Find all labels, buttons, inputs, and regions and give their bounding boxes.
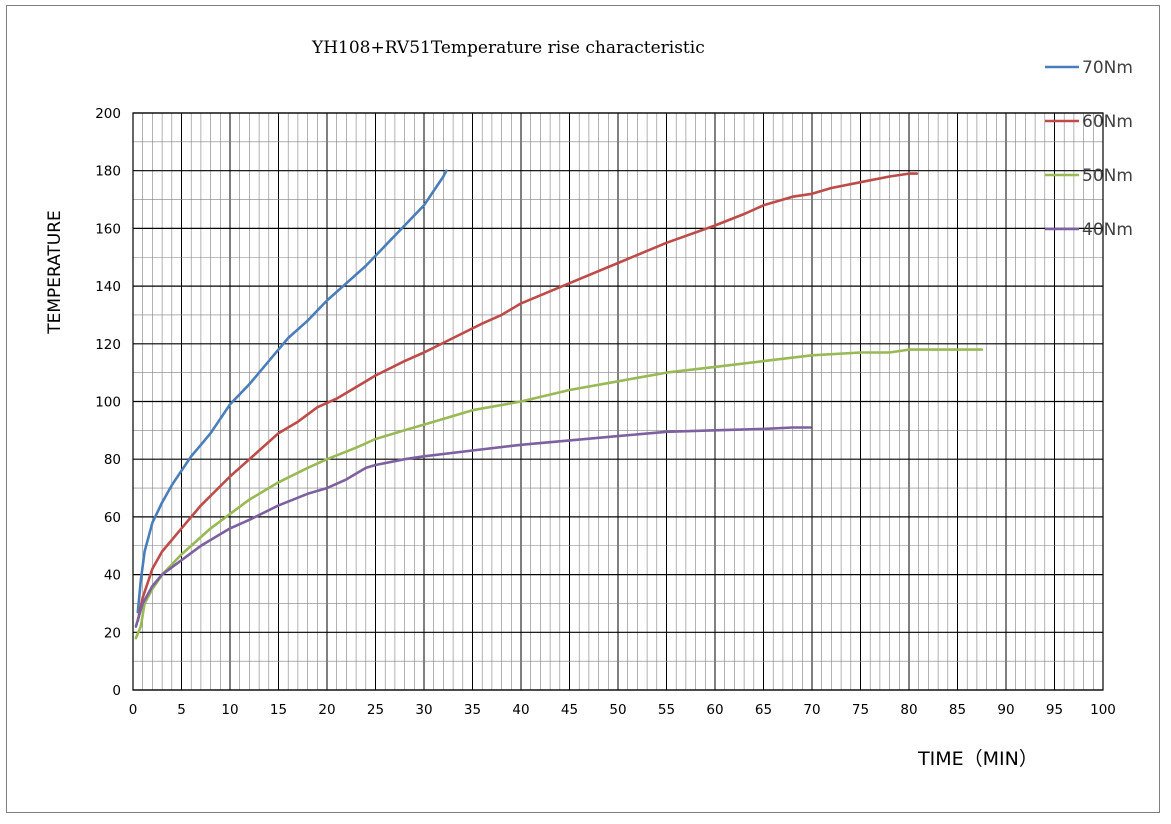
y-tick-label: 0	[112, 683, 121, 699]
x-tick-label: 10	[221, 702, 238, 718]
series-line-60Nm	[136, 172, 919, 623]
x-tick-label: 85	[949, 702, 966, 718]
y-tick-label: 20	[104, 625, 121, 641]
x-tick-label: 30	[415, 702, 432, 718]
series-line-70Nm	[136, 169, 448, 614]
legend-label: 40Nm	[1082, 220, 1133, 240]
axes	[132, 112, 1104, 691]
series-line-40Nm	[134, 426, 812, 628]
x-tick-label: 25	[367, 702, 384, 718]
x-tick-label: 100	[1090, 702, 1116, 718]
x-tick-label: 50	[609, 702, 626, 718]
legend-label: 50Nm	[1082, 166, 1133, 186]
y-tick-label: 40	[104, 568, 121, 584]
plot-border	[132, 112, 1104, 691]
chart-frame	[6, 5, 1160, 813]
x-tick-label: 70	[803, 702, 820, 718]
x-tick-label: 95	[1046, 702, 1063, 718]
x-tick-label: 80	[900, 702, 917, 718]
x-tick-label: 90	[997, 702, 1014, 718]
x-tick-label: 75	[852, 702, 869, 718]
y-tick-label: 60	[104, 510, 121, 526]
x-axis-label: TIME（MIN）	[918, 748, 1038, 770]
x-tick-label: 65	[755, 702, 772, 718]
series-line-50Nm	[134, 348, 984, 640]
x-tick-label: 15	[270, 702, 287, 718]
y-tick-label: 80	[104, 452, 121, 468]
y-tick-label: 140	[95, 279, 121, 295]
legend: 70Nm 60Nm 50Nm 40Nm	[1045, 58, 1133, 240]
y-tick-label: 200	[95, 106, 121, 122]
x-tick-label: 55	[658, 702, 675, 718]
y-tick-label: 160	[95, 221, 121, 237]
x-tick-label: 45	[561, 702, 578, 718]
y-tick-label: 180	[95, 164, 121, 180]
x-tick-label: 40	[512, 702, 529, 718]
y-tick-label: 120	[95, 337, 121, 353]
legend-label: 70Nm	[1082, 58, 1133, 78]
y-tick-label: 100	[95, 395, 121, 411]
x-tick-label: 20	[318, 702, 335, 718]
x-tick-label: 5	[177, 702, 186, 718]
grid	[132, 112, 1104, 691]
chart-title: YH108+RV51Temperature rise characteristi…	[312, 38, 705, 58]
legend-label: 60Nm	[1082, 112, 1133, 132]
x-tick-label: 35	[464, 702, 481, 718]
x-tick-label: 60	[706, 702, 723, 718]
series-lines	[134, 169, 984, 640]
x-tick-label: 0	[129, 702, 138, 718]
tick-labels: 0 5 10 15 20 25 30 35 40 45 50 55 60 65 70 75 80 85 90 95 10…	[95, 106, 1116, 718]
